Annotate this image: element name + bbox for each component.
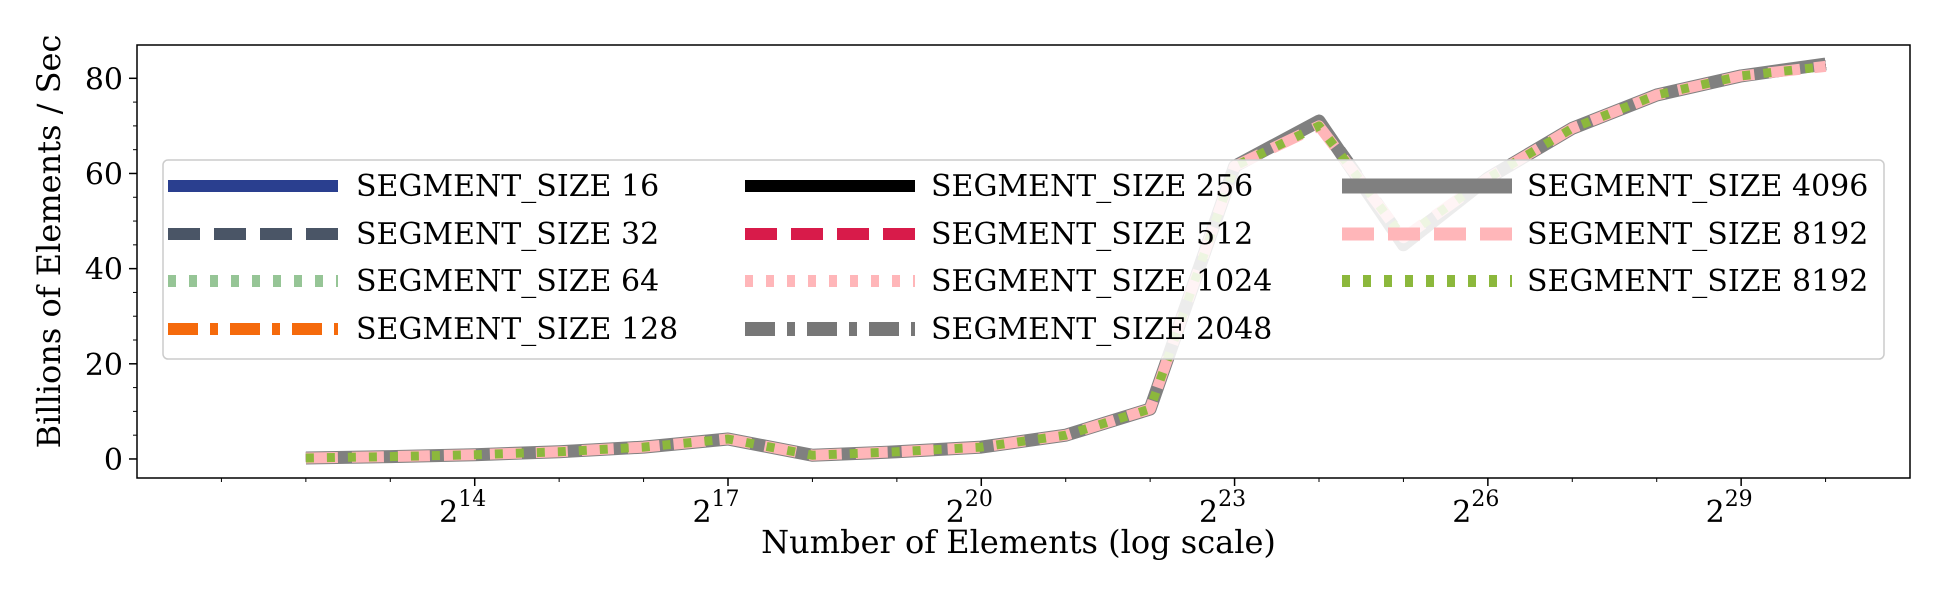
legend-box <box>162 159 1885 360</box>
legend-label-2: SEGMENT_SIZE 32 <box>356 217 659 252</box>
y-axis-title: Billions of Elements / Sec <box>30 35 68 449</box>
legend-label-1: SEGMENT_SIZE 16 <box>356 169 659 204</box>
x-tick-label: 226 <box>1452 487 1499 530</box>
legend-label-9: SEGMENT_SIZE 4096 <box>1527 169 1868 204</box>
legend-label-3: SEGMENT_SIZE 64 <box>356 264 659 299</box>
y-tick-label: 0 <box>104 443 123 478</box>
legend-label-10: SEGMENT_SIZE 8192 <box>1527 217 1868 252</box>
x-tick-label: 214 <box>439 487 486 530</box>
legend-label-7: SEGMENT_SIZE 1024 <box>931 264 1272 299</box>
y-axis: 0 20 40 60 80 <box>85 62 137 478</box>
x-tick-label: 220 <box>946 487 993 530</box>
series-line-11 <box>305 61 1827 463</box>
legend-label-8: SEGMENT_SIZE 2048 <box>931 312 1272 347</box>
y-tick-label: 60 <box>85 157 123 192</box>
y-tick-label: 80 <box>85 62 123 97</box>
plot-frame <box>136 44 1911 479</box>
plot-lines <box>305 57 1827 465</box>
legend-label-11: SEGMENT_SIZE 8192 <box>1527 264 1868 299</box>
y-tick-label: 20 <box>85 348 123 383</box>
x-tick-label: 223 <box>1199 487 1246 530</box>
y-tick-label: 40 <box>85 253 123 288</box>
x-tick-label: 229 <box>1706 487 1753 530</box>
x-axis-title: Number of Elements (log scale) <box>761 523 1276 561</box>
x-axis: 214 217 220 223 226 229 <box>220 478 1827 530</box>
legend: SEGMENT_SIZE 16 SEGMENT_SIZE 32 SEGMENT_SI… <box>162 159 1885 360</box>
legend-label-4: SEGMENT_SIZE 128 <box>356 312 678 347</box>
legend-label-6: SEGMENT_SIZE 512 <box>931 217 1253 252</box>
legend-label-5: SEGMENT_SIZE 256 <box>931 169 1253 204</box>
x-tick-label: 217 <box>692 487 739 530</box>
